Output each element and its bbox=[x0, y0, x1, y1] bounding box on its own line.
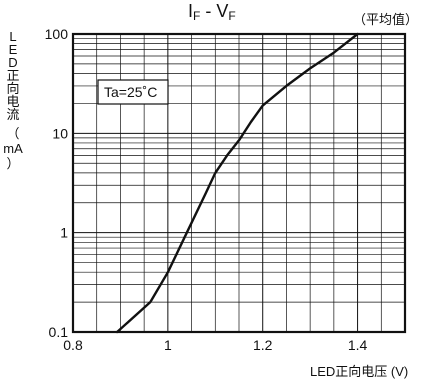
x-axis-label: LED正向电压 (V) bbox=[310, 364, 408, 379]
title-sep-subscript: F bbox=[228, 9, 235, 23]
x-tick-label: 0.8 bbox=[63, 337, 83, 353]
y-axis-label-char: 电 bbox=[6, 94, 20, 109]
y-axis-label-char: ） bbox=[6, 156, 20, 171]
y-axis-label-char: 流 bbox=[6, 107, 20, 122]
y-tick-label: 1 bbox=[60, 225, 68, 241]
tick-labels: 0.8 1 1.2 1.4 0.1 1 10 100 bbox=[45, 26, 368, 353]
y-axis-label-char: 正 bbox=[6, 68, 20, 83]
y-axis-label-char: D bbox=[8, 55, 18, 70]
y-axis-label-char: （ bbox=[6, 126, 20, 141]
x-tick-label: 1 bbox=[164, 337, 172, 353]
major-gridlines bbox=[73, 34, 405, 332]
title-separator: - V bbox=[200, 1, 228, 21]
title-main: I bbox=[188, 1, 193, 21]
chart-title: IF - VF bbox=[188, 1, 236, 23]
y-tick-label: 100 bbox=[45, 26, 69, 42]
y-axis-label: L E D 正 向 电 流 （ mA ） bbox=[2, 30, 24, 170]
y-axis-label-char: L bbox=[9, 29, 17, 44]
annotation-text: Ta=25˚C bbox=[104, 84, 157, 100]
y-tick-label: 0.1 bbox=[49, 324, 69, 340]
y-axis-label-char: E bbox=[8, 42, 18, 57]
if-vf-curve bbox=[115, 32, 359, 334]
title-main-subscript: F bbox=[193, 9, 200, 23]
series-layer bbox=[115, 32, 359, 334]
x-tick-label: 1.4 bbox=[348, 337, 368, 353]
annotation-border bbox=[97, 79, 169, 105]
y-axis-label-char: mA bbox=[3, 141, 23, 156]
chart-note: （平均值） bbox=[353, 12, 418, 27]
y-tick-label: 10 bbox=[52, 125, 68, 141]
plot-frame bbox=[71, 32, 407, 334]
annotation-box: Ta=25˚C bbox=[97, 79, 169, 105]
x-tick-label: 1.2 bbox=[253, 337, 273, 353]
minor-gridlines bbox=[73, 34, 405, 332]
y-axis-label-char: 向 bbox=[6, 81, 20, 96]
